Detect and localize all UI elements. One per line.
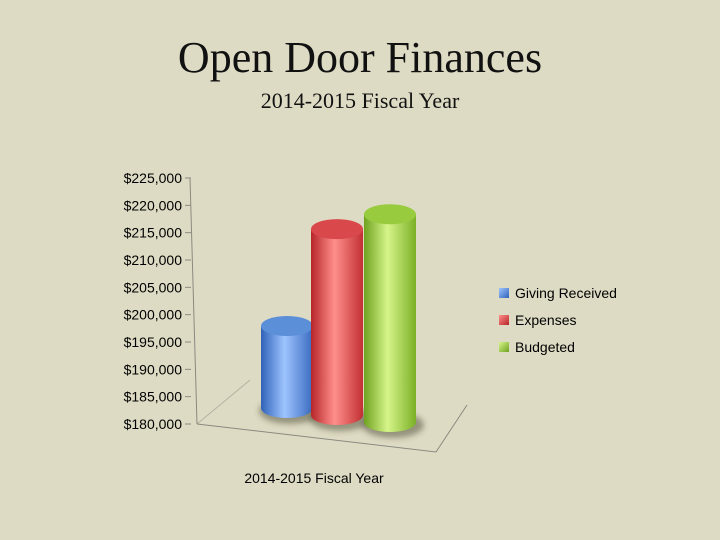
- legend-label: Budgeted: [515, 339, 575, 355]
- legend-swatch: [499, 315, 509, 325]
- y-tick-label: $215,000: [124, 225, 183, 241]
- floor-back-edge: [196, 379, 251, 425]
- legend-label: Giving Received: [515, 285, 617, 301]
- legend-swatch: [499, 342, 509, 352]
- x-category-label: 2014-2015 Fiscal Year: [244, 470, 384, 486]
- bar-budgeted: [362, 204, 424, 438]
- bar-top: [261, 316, 313, 336]
- y-tick-label: $185,000: [124, 389, 183, 405]
- y-tick-labels: $180,000 $185,000 $190,000 $195,000 $200,000…: [124, 170, 191, 432]
- y-tick-label: $180,000: [124, 416, 183, 432]
- bar-expenses: [309, 219, 371, 431]
- y-tick-label: $220,000: [124, 197, 183, 213]
- y-tick-label: $195,000: [124, 334, 183, 350]
- y-tick-label: $210,000: [124, 252, 183, 268]
- legend-label: Expenses: [515, 312, 576, 328]
- floor-outline: [196, 404, 468, 453]
- bar-body: [364, 214, 416, 432]
- y-tick-label: $200,000: [124, 307, 183, 323]
- chart-title: Open Door Finances: [177, 33, 543, 82]
- chart-subtitle: 2014-2015 Fiscal Year: [260, 88, 460, 113]
- axis-frame: [189, 177, 468, 453]
- legend: Giving Received Expenses Budgeted: [499, 285, 617, 355]
- bars: [259, 204, 424, 438]
- y-tick-label: $225,000: [124, 170, 183, 186]
- bar-body: [261, 326, 313, 418]
- y-axis-line: [189, 177, 198, 425]
- legend-swatch: [499, 288, 509, 298]
- y-tick-label: $205,000: [124, 279, 183, 295]
- bar-giving-received: [259, 316, 321, 424]
- bar-body: [311, 229, 363, 425]
- bar-top: [364, 204, 416, 225]
- bar-top: [311, 219, 363, 240]
- y-tick-label: $190,000: [124, 361, 183, 377]
